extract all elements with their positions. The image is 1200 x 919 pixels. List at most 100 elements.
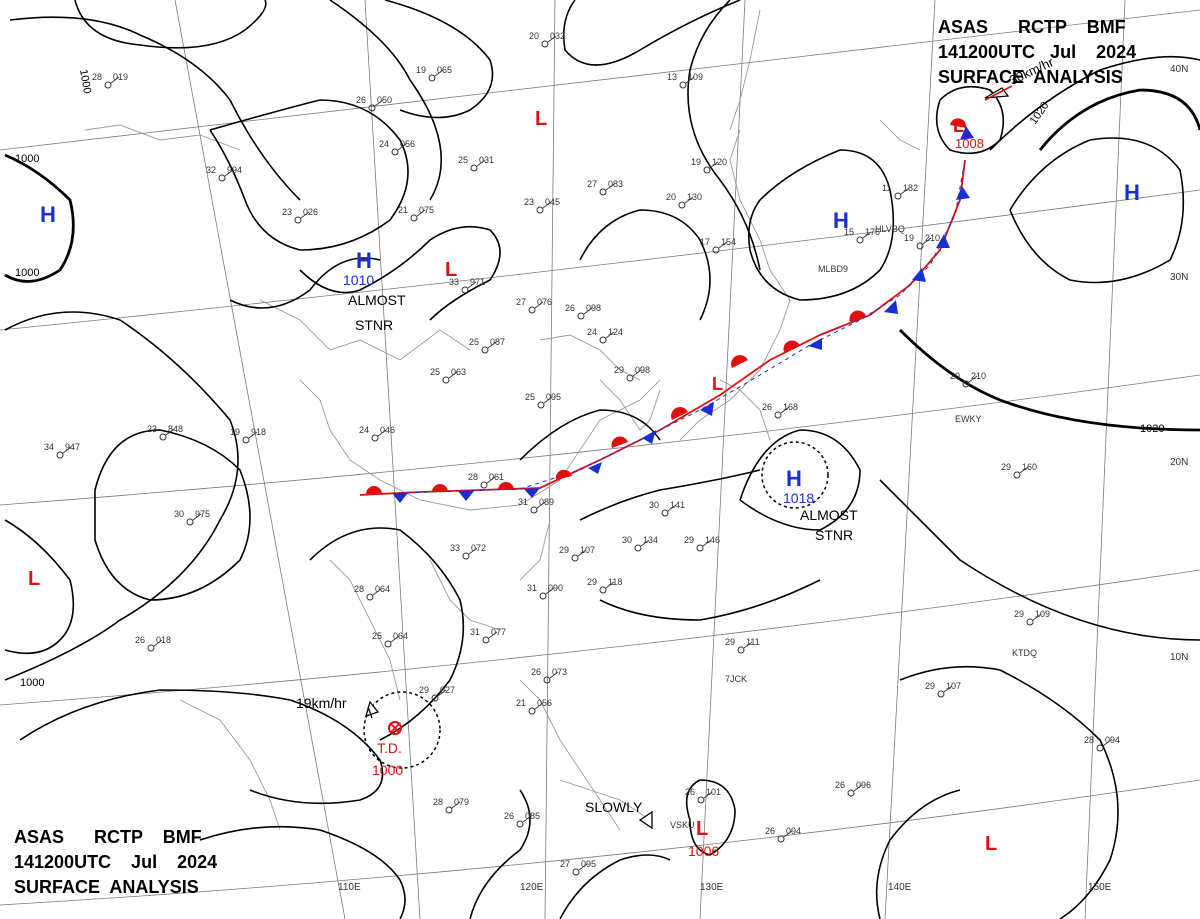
station-circle <box>577 312 585 320</box>
station-temperature: 25 <box>469 337 479 347</box>
station-pressure: 073 <box>552 667 567 677</box>
wind-barb <box>547 35 557 43</box>
station-pressure: 085 <box>525 811 540 821</box>
station-pressure: 087 <box>490 337 505 347</box>
annotation-almost-2: ALMOST <box>800 507 858 523</box>
station-plot: 26 050 <box>356 95 392 112</box>
wind-barb <box>534 702 544 710</box>
station-temperature: 28 <box>354 584 364 594</box>
station-circle <box>678 201 686 209</box>
pressure-center-h-south: H <box>786 466 802 491</box>
wind-barb <box>577 549 587 557</box>
station-temperature: 21 <box>398 205 408 215</box>
station-circle <box>737 646 745 654</box>
pressure-center-h-pacific: H <box>1124 180 1140 205</box>
station-pressure: 046 <box>380 425 395 435</box>
station-plot: 31 077 <box>470 627 506 644</box>
station-circle <box>572 868 580 876</box>
station-temperature: 23 <box>524 197 534 207</box>
station-plot: 24 056 <box>379 139 415 156</box>
wind-barb <box>372 588 382 596</box>
wind-barb <box>862 231 872 239</box>
kamchatka-motion-arrow-shaft <box>984 85 1013 101</box>
station-plot: 28 019 <box>92 72 128 89</box>
station-plot: 26 018 <box>135 635 171 652</box>
station-plot: 19 210 <box>904 233 940 250</box>
wind-barb <box>900 187 910 195</box>
station-circle <box>442 376 450 384</box>
station-circle <box>371 434 379 442</box>
station-temperature: 19 <box>230 427 240 437</box>
annotation-almost-1: ALMOST <box>348 292 406 308</box>
station-circle <box>856 236 864 244</box>
station-temperature: 29 <box>925 681 935 691</box>
station-pressure: 168 <box>783 402 798 412</box>
lon-label: 120E <box>520 882 544 893</box>
station-pressure: 031 <box>479 155 494 165</box>
wind-barb <box>684 196 694 204</box>
station-plot: 32 994 <box>206 165 242 182</box>
station-pressure: 027 <box>440 685 455 695</box>
station-pressure: 056 <box>400 139 415 149</box>
station-ident: HLVBQ <box>875 224 905 234</box>
station-pressure: 064 <box>375 584 390 594</box>
td-label: T.D. <box>377 740 402 756</box>
station-plot: 28 094 <box>1084 735 1120 752</box>
wind-barb <box>1019 466 1029 474</box>
station-pressure: 095 <box>581 859 596 869</box>
station-plot: 33 072 <box>450 543 486 560</box>
wind-barb <box>543 396 553 404</box>
annotation-stnr-2: STNR <box>815 527 853 543</box>
station-pressure: 160 <box>1022 462 1037 472</box>
station-pressure: 111 <box>746 637 760 647</box>
station-circle <box>712 246 720 254</box>
station-pressure: 083 <box>608 179 623 189</box>
station-pressure: 109 <box>1035 609 1050 619</box>
station-plot: 29 107 <box>559 545 595 562</box>
station-pressure: 176 <box>865 227 880 237</box>
pressure-center-l-philippines: L <box>696 818 708 840</box>
station-circle <box>56 451 64 459</box>
isobar-label: 1000 <box>15 153 39 165</box>
wind-barb <box>476 159 486 167</box>
station-pressure: 095 <box>546 392 561 402</box>
wind-barb <box>703 791 713 799</box>
station-temperature: 19 <box>691 157 701 167</box>
lat-label: 10N <box>1170 652 1188 663</box>
station-temperature: 27 <box>560 859 570 869</box>
lat-label: 30N <box>1170 272 1188 283</box>
station-plot: 27 095 <box>560 859 596 876</box>
station-temperature: 29 <box>684 535 694 545</box>
station-plot: 27 083 <box>587 179 623 196</box>
header-bottom-line1: ASAS RCTP BMF <box>14 827 202 847</box>
td-pressure: 1000 <box>372 762 403 778</box>
annotation-slowly: SLOWLY <box>585 799 643 815</box>
station-pressure: 072 <box>471 543 486 553</box>
station-circle <box>530 506 538 514</box>
station-circle <box>516 820 524 828</box>
wind-barb <box>486 476 496 484</box>
station-temperature: 21 <box>516 698 526 708</box>
station-temperature: 26 <box>356 95 366 105</box>
header-bottom-line2: 141200UTC Jul 2024 <box>14 852 217 872</box>
wind-barb <box>549 671 559 679</box>
station-plot: 26 098 <box>565 303 601 320</box>
station-plot: 25 063 <box>430 367 466 384</box>
lon-label: 140E <box>888 882 912 893</box>
station-plot: 11 182 <box>882 183 918 200</box>
station-pressure: 118 <box>608 577 622 587</box>
wind-barb <box>487 341 497 349</box>
pressure-center-l-bay: L <box>28 568 40 590</box>
station-circle <box>536 206 544 214</box>
station-circle <box>391 148 399 156</box>
station-circle <box>461 286 469 294</box>
station-temperature: 26 <box>504 811 514 821</box>
isobar-label: 1000 <box>15 267 39 279</box>
station-pressure: 918 <box>251 427 266 437</box>
station-plot: 28 079 <box>433 797 469 814</box>
station-temperature: 33 <box>449 277 459 287</box>
station-pressure: 065 <box>437 65 452 75</box>
wind-barb <box>702 539 712 547</box>
station-pressure: 124 <box>608 327 623 337</box>
station-ident: KTDQ <box>1012 648 1037 658</box>
